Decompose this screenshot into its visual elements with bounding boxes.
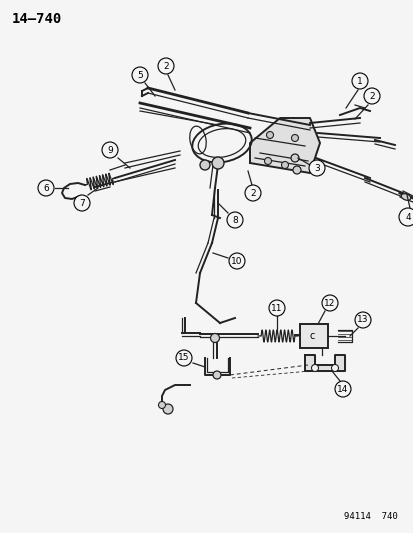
Circle shape: [264, 157, 271, 165]
Text: 11: 11: [271, 303, 282, 312]
Circle shape: [211, 157, 223, 169]
Text: 14: 14: [337, 384, 348, 393]
Circle shape: [158, 58, 173, 74]
Circle shape: [331, 365, 338, 372]
Text: 10: 10: [231, 256, 242, 265]
Circle shape: [176, 350, 192, 366]
Circle shape: [290, 154, 298, 162]
Circle shape: [354, 312, 370, 328]
Text: 3: 3: [313, 164, 319, 173]
Circle shape: [266, 132, 273, 139]
Circle shape: [363, 88, 379, 104]
Circle shape: [210, 334, 219, 343]
Text: 9: 9: [107, 146, 113, 155]
Text: 2: 2: [163, 61, 169, 70]
Text: 2: 2: [368, 92, 374, 101]
Text: 13: 13: [356, 316, 368, 325]
Circle shape: [321, 295, 337, 311]
Circle shape: [228, 253, 244, 269]
Circle shape: [199, 160, 209, 170]
Text: 14–740: 14–740: [12, 12, 62, 26]
Circle shape: [398, 208, 413, 226]
Text: 4: 4: [404, 213, 410, 222]
Circle shape: [308, 160, 324, 176]
Ellipse shape: [400, 193, 410, 200]
Circle shape: [132, 67, 147, 83]
Circle shape: [163, 404, 173, 414]
Circle shape: [292, 166, 300, 174]
Text: 94114  740: 94114 740: [344, 512, 397, 521]
Text: 15: 15: [178, 353, 189, 362]
Circle shape: [268, 300, 284, 316]
Circle shape: [334, 381, 350, 397]
Circle shape: [351, 73, 367, 89]
Text: 7: 7: [79, 198, 85, 207]
Circle shape: [244, 185, 260, 201]
Text: 6: 6: [43, 183, 49, 192]
Polygon shape: [304, 355, 344, 371]
Circle shape: [74, 195, 90, 211]
Circle shape: [38, 180, 54, 196]
Circle shape: [226, 212, 242, 228]
Bar: [299, 324, 327, 348]
Text: 1: 1: [356, 77, 362, 85]
Text: 2: 2: [249, 189, 255, 198]
Text: c: c: [309, 331, 314, 341]
Polygon shape: [249, 118, 319, 173]
Text: 12: 12: [323, 298, 335, 308]
Circle shape: [281, 161, 288, 168]
Text: 8: 8: [232, 215, 237, 224]
Circle shape: [291, 134, 298, 141]
Text: 5: 5: [137, 70, 142, 79]
Circle shape: [102, 142, 118, 158]
Circle shape: [311, 365, 318, 372]
Circle shape: [212, 371, 221, 379]
Circle shape: [158, 401, 165, 408]
